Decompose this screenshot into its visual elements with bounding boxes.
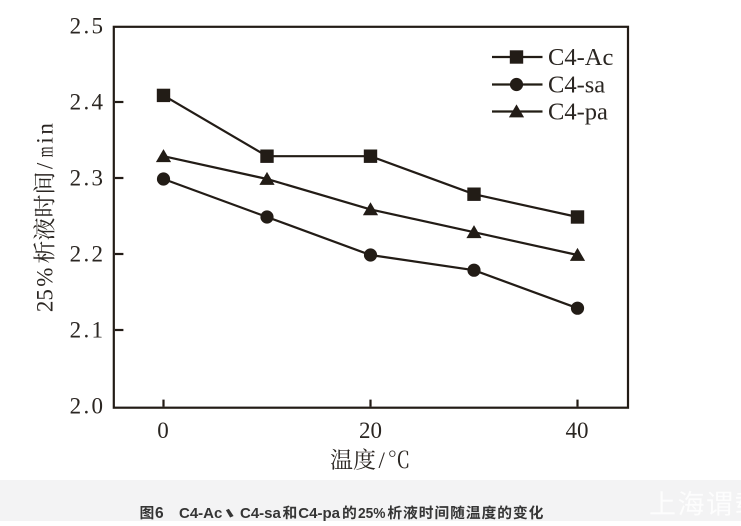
svg-text:C4-sa: C4-sa xyxy=(548,72,605,99)
svg-text:40: 40 xyxy=(566,418,589,443)
svg-text:25: 25 xyxy=(33,289,58,312)
svg-text:C4-pa: C4-pa xyxy=(548,99,608,126)
svg-text:C4-Ac: C4-Ac xyxy=(548,44,613,71)
svg-text:C4-pa: C4-pa xyxy=(298,505,340,521)
svg-text:i: i xyxy=(33,137,58,143)
svg-text:2.3: 2.3 xyxy=(70,166,106,191)
svg-text:C4-Ac: C4-Ac xyxy=(179,505,222,521)
svg-text:/: / xyxy=(33,162,58,169)
svg-text:0: 0 xyxy=(157,418,169,443)
svg-text:25%: 25% xyxy=(358,505,386,521)
svg-text:6: 6 xyxy=(155,505,164,521)
svg-text:/: / xyxy=(379,448,386,473)
svg-text:2.0: 2.0 xyxy=(70,394,106,419)
svg-text:m: m xyxy=(33,146,58,157)
svg-text:2.1: 2.1 xyxy=(70,318,106,343)
svg-text:20: 20 xyxy=(359,418,382,443)
svg-text:2.2: 2.2 xyxy=(70,242,106,267)
svg-text:%: % xyxy=(33,268,58,287)
svg-text:2.4: 2.4 xyxy=(70,90,106,115)
svg-text:C4-sa: C4-sa xyxy=(240,505,282,521)
svg-text:2.5: 2.5 xyxy=(70,14,106,39)
svg-text:n: n xyxy=(33,123,58,135)
